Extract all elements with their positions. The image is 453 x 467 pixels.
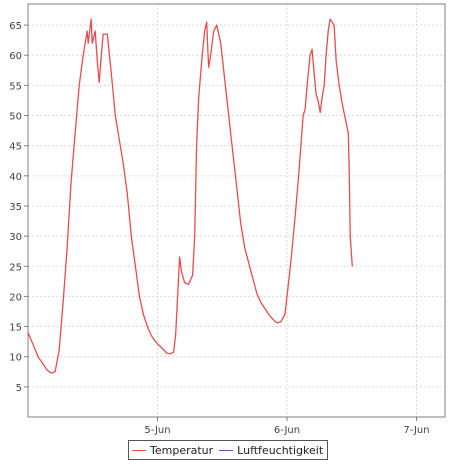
y-tick-label: 40: [9, 172, 22, 183]
y-tick-label: 45: [9, 142, 22, 153]
y-tick-label: 30: [9, 232, 22, 243]
y-tick-label: 5: [16, 383, 22, 394]
legend-item-luftfeuchtigkeit: Luftfeuchtigkeit: [219, 444, 323, 457]
y-tick-label: 55: [9, 81, 22, 92]
x-tick-label: 7-Jun: [403, 425, 429, 436]
y-tick-label: 10: [9, 353, 22, 364]
legend-label-luftfeuchtigkeit: Luftfeuchtigkeit: [237, 443, 324, 457]
y-tick-label: 65: [9, 21, 22, 32]
y-tick-label: 25: [9, 262, 22, 273]
legend-label-temperatur: Temperatur: [150, 443, 214, 457]
y-tick-label: 60: [9, 51, 22, 62]
y-tick-label: 20: [9, 292, 22, 303]
plot-border: [27, 3, 446, 418]
legend-item-temperatur: Temperatur: [132, 444, 213, 457]
x-tick-label: 5-Jun: [144, 425, 170, 436]
y-tick-label: 15: [9, 323, 22, 334]
legend-swatch-luftfeuchtigkeit: [219, 449, 234, 451]
plot-area: [28, 4, 445, 417]
legend-swatch-temperatur: [132, 449, 146, 451]
y-tick-label: 50: [9, 112, 22, 123]
y-tick-label: 35: [9, 202, 22, 213]
legend: Temperatur Luftfeuchtigkeit: [128, 440, 329, 460]
x-tick-label: 6-Jun: [274, 425, 300, 436]
series-line-temperatur: [27, 18, 353, 374]
